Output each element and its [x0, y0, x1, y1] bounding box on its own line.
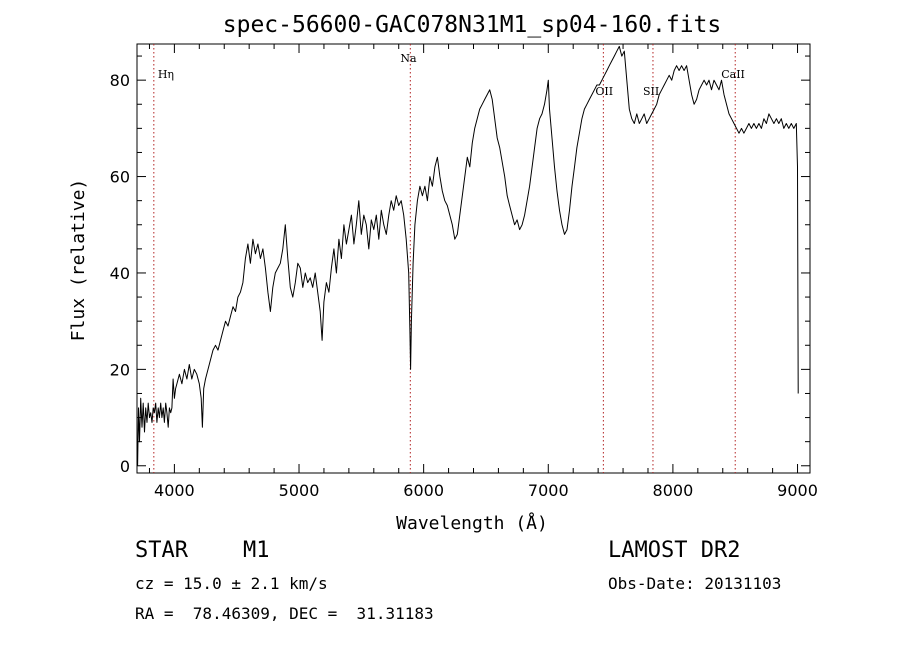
coordinates-text: RA = 78.46309, DEC = 31.31183	[135, 604, 434, 623]
line-marker-label: Hη	[158, 68, 174, 81]
y-tick-label: 80	[110, 71, 130, 90]
survey-label: LAMOST DR2	[608, 538, 741, 563]
object-subclass-label: M1	[243, 538, 270, 563]
line-marker-label: CaII	[721, 68, 745, 81]
y-axis-label: Flux (relative)	[68, 179, 89, 342]
line-marker-label: SII	[643, 85, 659, 98]
x-tick-label: 5000	[279, 481, 320, 500]
x-tick-label: 7000	[528, 481, 569, 500]
line-marker-label: Na	[400, 52, 417, 65]
object-class-label: STAR	[135, 538, 188, 563]
y-tick-label: 60	[110, 168, 130, 187]
y-tick-label: 0	[120, 457, 130, 476]
y-tick-label: 20	[110, 360, 130, 379]
y-tick-label: 40	[110, 264, 130, 283]
x-tick-label: 8000	[653, 481, 694, 500]
x-tick-label: 9000	[777, 481, 818, 500]
x-tick-label: 6000	[403, 481, 444, 500]
redshift-text: cz = 15.0 ± 2.1 km/s	[135, 574, 328, 593]
plot-frame	[136, 43, 811, 474]
spectrum-line	[137, 45, 799, 466]
x-axis-label: Wavelength (Å)	[396, 512, 548, 534]
line-marker-label: OII	[595, 85, 613, 98]
obs-date-text: Obs-Date: 20131103	[608, 574, 782, 593]
chart-title: spec-56600-GAC078N31M1_sp04-160.fits	[223, 12, 722, 38]
x-tick-label: 4000	[154, 481, 195, 500]
